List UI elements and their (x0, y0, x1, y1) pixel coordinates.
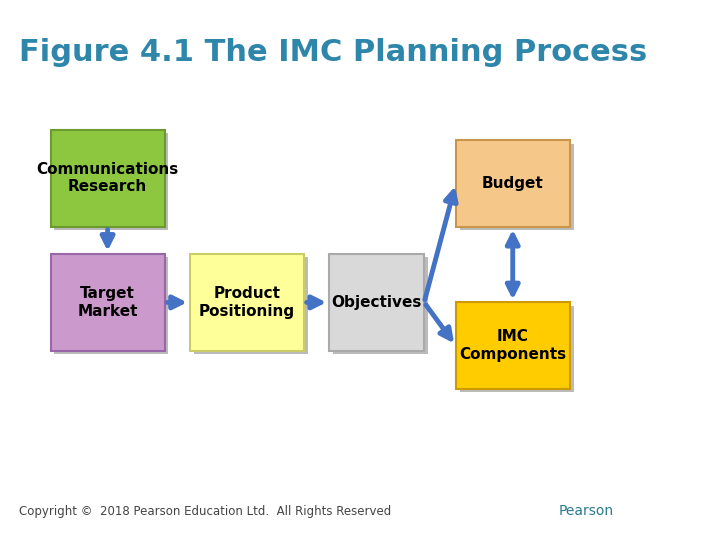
FancyBboxPatch shape (329, 254, 424, 351)
Text: Figure 4.1 The IMC Planning Process: Figure 4.1 The IMC Planning Process (19, 38, 647, 67)
Text: Budget: Budget (482, 176, 544, 191)
FancyArrowPatch shape (307, 297, 321, 308)
FancyBboxPatch shape (459, 144, 574, 230)
FancyBboxPatch shape (456, 140, 570, 227)
Text: Objectives: Objectives (331, 295, 422, 310)
Text: IMC
Components: IMC Components (459, 329, 567, 362)
Text: Product
Positioning: Product Positioning (199, 286, 295, 319)
FancyBboxPatch shape (50, 130, 165, 227)
FancyArrowPatch shape (507, 235, 518, 294)
Text: Communications
Research: Communications Research (37, 162, 179, 194)
FancyBboxPatch shape (190, 254, 304, 351)
Text: Copyright ©  2018 Pearson Education Ltd.  All Rights Reserved: Copyright © 2018 Pearson Education Ltd. … (19, 505, 391, 518)
FancyBboxPatch shape (194, 257, 307, 354)
FancyBboxPatch shape (55, 133, 168, 230)
FancyBboxPatch shape (50, 254, 165, 351)
FancyBboxPatch shape (456, 302, 570, 389)
Text: Target
Market: Target Market (77, 286, 138, 319)
FancyArrowPatch shape (167, 297, 181, 308)
FancyBboxPatch shape (55, 257, 168, 354)
FancyArrowPatch shape (425, 192, 456, 300)
Text: Pearson: Pearson (559, 504, 614, 518)
FancyBboxPatch shape (459, 306, 574, 392)
FancyBboxPatch shape (333, 257, 428, 354)
FancyArrowPatch shape (102, 230, 113, 246)
FancyArrowPatch shape (426, 305, 451, 339)
